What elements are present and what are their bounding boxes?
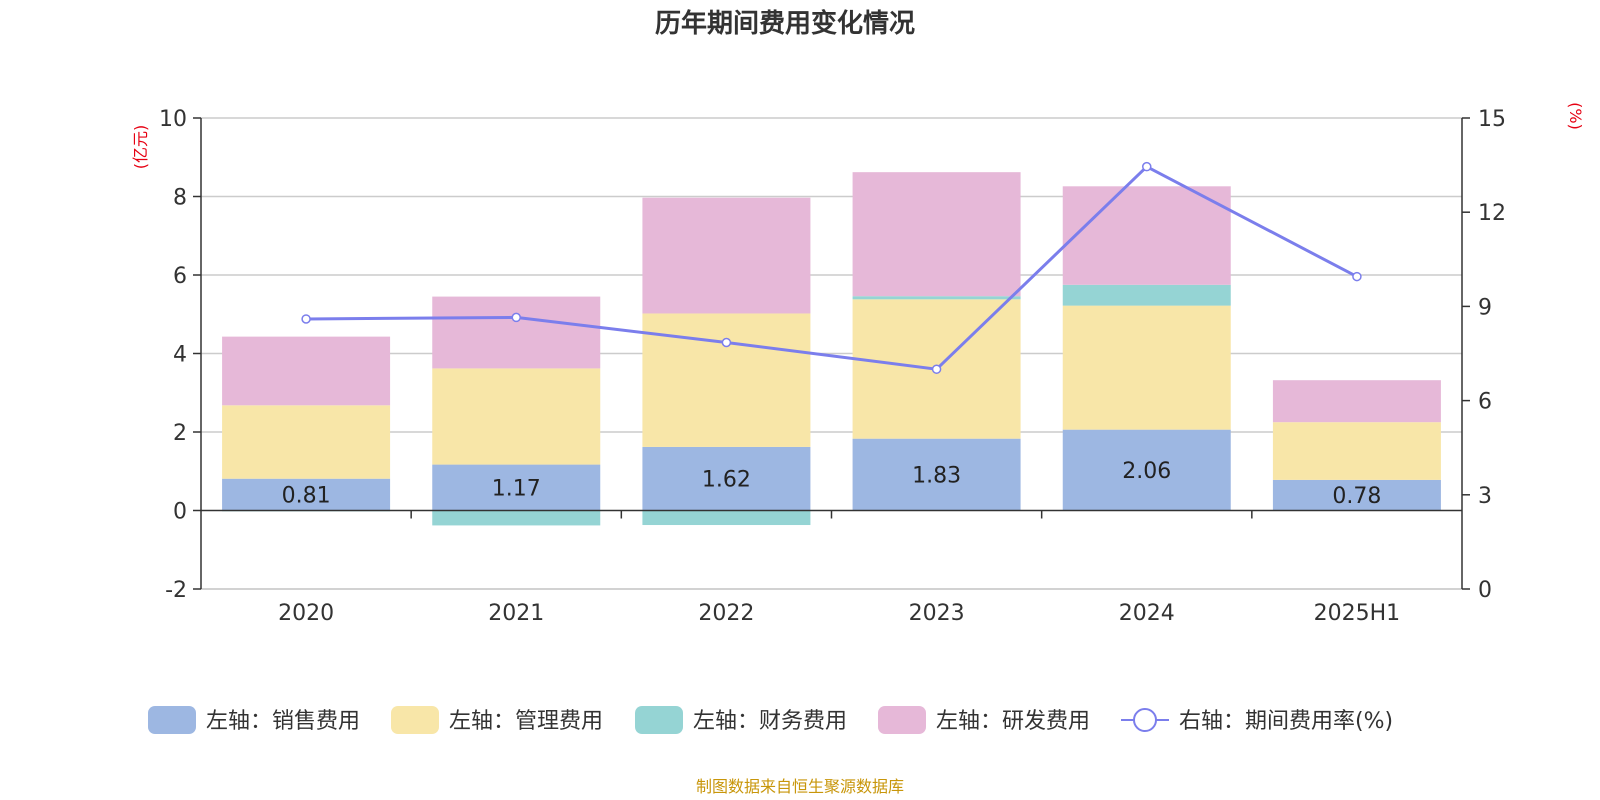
bars: [222, 172, 1441, 526]
bar-segment: [432, 510, 601, 526]
chart-title: 历年期间费用变化情况: [655, 8, 915, 39]
rate-point: [1142, 161, 1152, 172]
bar-segment: [642, 197, 811, 314]
bar-segment: [642, 510, 811, 526]
left-tick-label: 4: [173, 343, 187, 368]
bar-segment: [1062, 284, 1231, 306]
legend-swatch: [635, 706, 683, 734]
bar-segment: [1062, 429, 1231, 511]
right-axis-unit: (%): [1566, 102, 1585, 130]
legend-swatch: [878, 706, 926, 734]
x-tick-label: 2024: [1119, 601, 1175, 626]
bar-segment: [432, 368, 601, 465]
x-tick-label: 2025H1: [1314, 601, 1401, 626]
legend: 左轴：销售费用 左轴：管理费用 左轴：财务费用 左轴：研发费用 右轴：期间费用率(%): [148, 706, 1393, 734]
grid: [201, 117, 1462, 590]
right-tick-label: 0: [1478, 578, 1492, 603]
legend-marker-swatch: [1133, 708, 1157, 732]
right-tick-label: 12: [1478, 201, 1506, 226]
legend-label: 右轴：期间费用率(%): [1179, 709, 1393, 734]
left-axis-unit: (亿元): [131, 125, 150, 170]
bar-data-label: 1.62: [702, 468, 751, 493]
right-tick-label: 6: [1478, 390, 1492, 415]
rate-point: [1352, 271, 1362, 282]
bar-data-label: 1.17: [492, 477, 541, 502]
bar-data-label: 1.83: [912, 464, 961, 489]
bar-data-label: 0.78: [1332, 484, 1381, 509]
bar-segment: [432, 464, 601, 511]
legend-swatch: [391, 706, 439, 734]
rate-line-path: [306, 164, 1358, 371]
bar-segment: [642, 313, 811, 447]
bar-segment: [1272, 380, 1441, 423]
rate-line: [301, 161, 1362, 374]
bar-segment: [222, 478, 391, 511]
legend-swatch: [148, 706, 196, 734]
rate-point: [931, 364, 942, 374]
bar-segment: [1272, 422, 1441, 480]
bar-data-label: 2.06: [1122, 459, 1171, 484]
right-tick-label: 15: [1478, 107, 1506, 132]
x-tick-label: 2022: [698, 601, 754, 626]
left-tick-label: -2: [165, 578, 187, 603]
legend-label: 左轴：研发费用: [936, 709, 1090, 734]
left-tick-label: 0: [173, 500, 187, 525]
rate-point: [511, 312, 521, 323]
bar-segment: [1062, 186, 1231, 285]
rate-point: [301, 314, 311, 324]
bar-segment: [222, 336, 391, 406]
rate-point: [721, 337, 732, 348]
bar-segment: [852, 172, 1021, 297]
left-tick-label: 10: [159, 107, 187, 132]
bar-data-label: 0.81: [282, 484, 331, 509]
x-tick-label: 2023: [909, 601, 965, 626]
x-tick-label: 2021: [488, 601, 544, 626]
bar-labels: 0.81 1.17 1.62 1.83 2.06 0.78: [282, 459, 1382, 509]
left-tick-label: 8: [173, 186, 187, 211]
source-note: 制图数据来自恒生聚源数据库: [696, 777, 904, 796]
legend-label: 左轴：管理费用: [449, 709, 603, 734]
legend-label: 左轴：财务费用: [693, 709, 847, 734]
bar-segment: [852, 438, 1021, 511]
bar-segment: [1062, 305, 1231, 430]
left-tick-label: 2: [173, 421, 187, 446]
bar-segment: [222, 405, 391, 479]
bar-segment: [642, 446, 811, 511]
bar-segment: [852, 296, 1021, 300]
left-tick-label: 6: [173, 264, 187, 289]
x-tick-label: 2020: [278, 601, 334, 626]
right-tick-label: 3: [1478, 484, 1492, 509]
axes: -2 0 2 4 6 8 10 0 3 6 9 12 15 2020 2021 2022 2023 2024 202…: [159, 107, 1506, 626]
legend-label: 左轴：销售费用: [206, 709, 360, 734]
bar-segment: [1272, 479, 1441, 511]
right-tick-label: 9: [1478, 295, 1492, 320]
bar-segment: [432, 296, 601, 369]
